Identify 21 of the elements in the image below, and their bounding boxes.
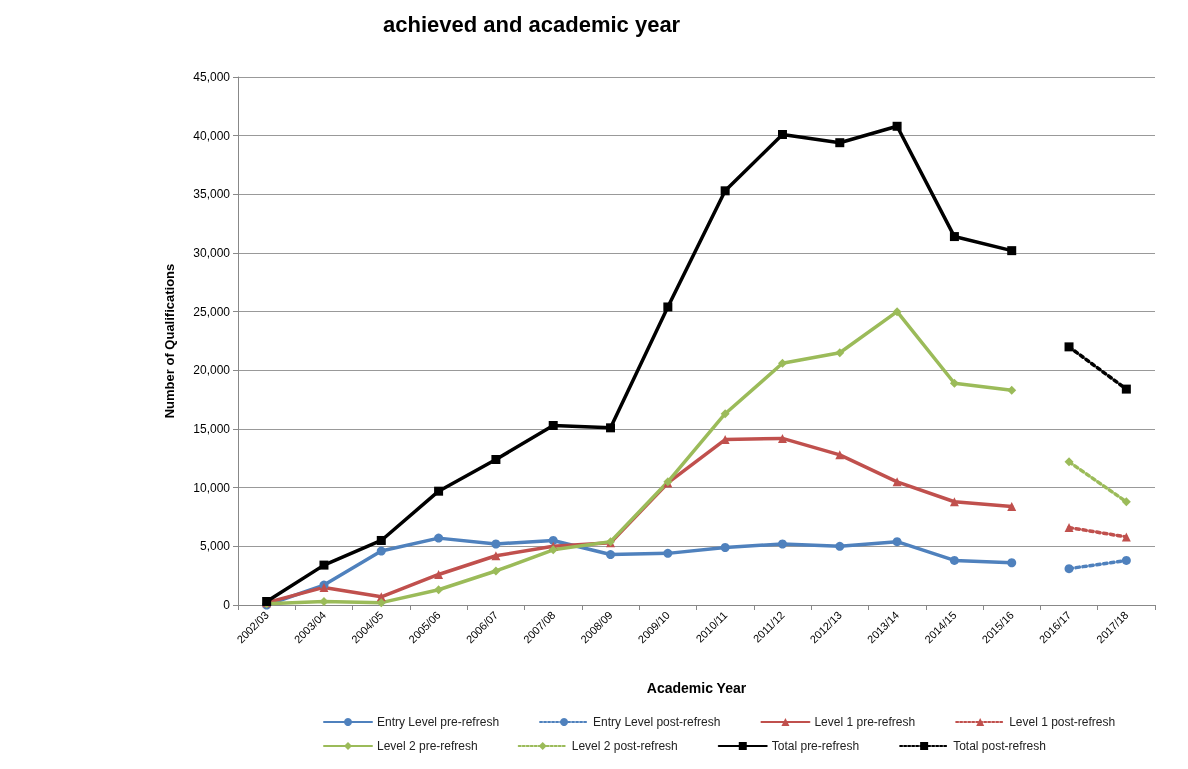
y-axis-title: Number of Qualifications: [162, 263, 177, 419]
legend-label: Level 1 post-refresh: [1009, 715, 1116, 729]
y-tick-label: 5,000: [199, 539, 231, 554]
y-tick-label: 40,000: [193, 128, 231, 143]
y-tick-label: 25,000: [193, 304, 231, 319]
y-tick-label: 30,000: [193, 246, 231, 260]
legend-label: Total post-refresh: [953, 739, 1046, 753]
legend-label: Level 2 post-refresh: [571, 739, 678, 753]
legend-label: Total pre-refresh: [771, 739, 860, 753]
legend-label: Level 2 pre-refresh: [377, 739, 478, 753]
y-tick-label: 20,000: [193, 363, 231, 378]
y-tick-label: 15,000: [193, 422, 231, 436]
legend-label: Entry Level pre-refresh: [377, 715, 500, 729]
y-tick-label: 0: [223, 598, 231, 612]
legend-label: Entry Level post-refresh: [593, 715, 721, 729]
legend-label: Level 1 pre-refresh: [814, 715, 916, 729]
y-tick-label: 45,000: [193, 70, 231, 84]
chart-title: achieved and academic year: [383, 11, 681, 37]
y-tick-label: 10,000: [193, 480, 231, 495]
y-tick-label: 35,000: [193, 187, 231, 202]
x-axis-title: Academic Year: [646, 680, 747, 696]
